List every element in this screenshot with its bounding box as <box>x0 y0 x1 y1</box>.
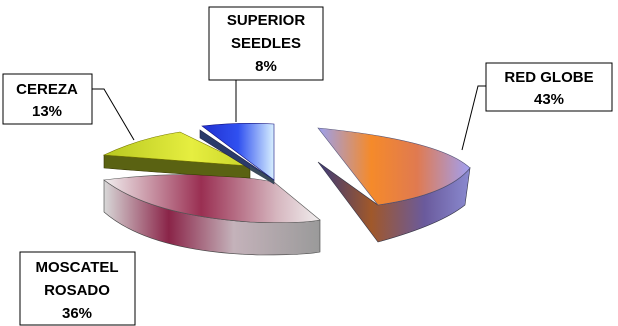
slice-cereza[interactable] <box>102 131 251 179</box>
slice-moscatel-rosado-top <box>103 174 321 223</box>
label-red-globe: RED GLOBE 43% <box>485 62 613 112</box>
slice-superior-seedles-top <box>201 123 275 181</box>
label-superior-seedles-percent: 8% <box>255 58 277 75</box>
slice-superior-seedles[interactable] <box>199 123 275 185</box>
label-red-globe-percent: 43% <box>534 91 564 108</box>
slice-superior-seedles-inner <box>250 166 274 184</box>
slice-moscatel-rosado[interactable] <box>103 174 321 256</box>
label-superior-seedles: SUPERIOR SEEDLES 8% <box>208 6 324 81</box>
label-moscatel-rosado-percent: 36% <box>62 305 92 322</box>
label-moscatel-rosado-line1: MOSCATEL <box>35 259 118 276</box>
label-superior-seedles-line1: SUPERIOR <box>227 12 306 29</box>
slice-red-globe-top <box>317 127 471 206</box>
slice-cereza-top <box>102 131 251 167</box>
leader-cereza <box>92 88 135 141</box>
leader-red-globe <box>461 85 486 151</box>
label-cereza-percent: 13% <box>32 103 62 120</box>
slice-red-globe[interactable] <box>317 127 471 243</box>
label-superior-seedles-line2: SEEDLES <box>231 35 301 52</box>
label-red-globe-name: RED GLOBE <box>504 69 593 86</box>
label-moscatel-rosado-line2: ROSADO <box>44 282 110 299</box>
label-cereza: CEREZA 13% <box>2 73 93 125</box>
label-moscatel-rosado: MOSCATEL ROSADO 36% <box>19 251 136 326</box>
slice-cereza-side <box>103 154 251 179</box>
label-cereza-name: CEREZA <box>16 81 78 98</box>
